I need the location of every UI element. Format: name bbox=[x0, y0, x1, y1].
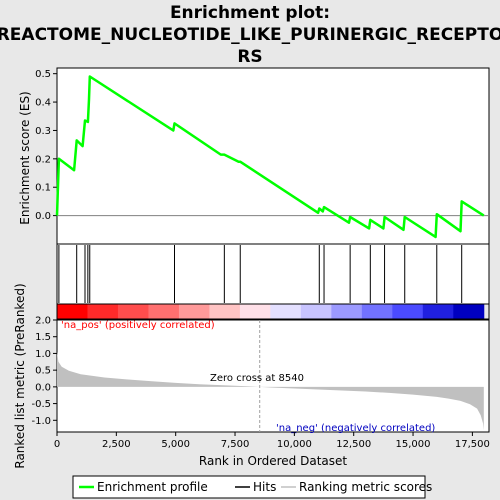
enrichment-profile-line bbox=[55, 75, 485, 239]
title-line-1: Enrichment plot: bbox=[170, 3, 330, 23]
x-tick-label: 2,500 bbox=[102, 439, 131, 450]
x-tick-label: 12,500 bbox=[336, 439, 371, 450]
color-bar-segment bbox=[453, 304, 485, 319]
metric-y-axis-label: Ranked list metric (PreRanked) bbox=[13, 283, 27, 468]
x-tick-label: 15,000 bbox=[396, 439, 431, 450]
color-bar-segment bbox=[239, 304, 271, 319]
color-bar-segment bbox=[148, 304, 180, 319]
color-bar-segment bbox=[331, 304, 363, 319]
color-bar-segment bbox=[361, 304, 393, 319]
es-y-tick-label: 0.5 bbox=[35, 69, 51, 80]
color-bar-segment bbox=[178, 304, 210, 319]
metric-y-tick-label: 0.0 bbox=[35, 382, 51, 393]
color-bar-segment bbox=[270, 304, 302, 319]
metric-y-tick-label: 1.5 bbox=[35, 332, 51, 343]
metric-panel-background bbox=[56, 319, 490, 433]
legend-profile-label: Enrichment profile bbox=[97, 480, 208, 494]
es-y-tick-label: 0.3 bbox=[35, 126, 51, 137]
metric-area-group bbox=[57, 320, 484, 432]
ranking-metric-area bbox=[57, 351, 484, 431]
legend-metric-label: Ranking metric scores bbox=[299, 480, 432, 494]
es-profile-group bbox=[55, 75, 489, 239]
metric-y-tick-label: 2.0 bbox=[35, 316, 51, 327]
zero-cross-label: Zero cross at 8540 bbox=[210, 373, 304, 384]
positive-correlation-label: 'na_pos' (positively correlated) bbox=[61, 320, 215, 331]
metric-y-tick-label: -0.5 bbox=[31, 399, 51, 410]
ranked-color-bar bbox=[56, 303, 490, 320]
es-y-tick-label: 0.1 bbox=[35, 183, 51, 194]
es-y-axis: 0.0 0.1 0.2 0.3 0.4 0.5 bbox=[35, 69, 57, 222]
es-y-tick-label: 0.2 bbox=[35, 154, 51, 165]
x-axis-label: Rank in Ordered Dataset bbox=[199, 454, 347, 468]
es-y-axis-label: Enrichment score (ES) bbox=[18, 91, 32, 224]
color-bar-segment bbox=[422, 304, 454, 319]
es-y-tick-label: 0.0 bbox=[35, 211, 51, 222]
x-tick-label: 5,000 bbox=[161, 439, 190, 450]
color-bar-segment bbox=[57, 304, 88, 319]
x-tick-label: 17,500 bbox=[455, 439, 490, 450]
metric-y-tick-label: 1.0 bbox=[35, 349, 51, 360]
color-bar-segment bbox=[300, 304, 332, 319]
title-line-2: REACTOME_NUCLEOTIDE_LIKE_PURINERGIC_RECE… bbox=[0, 25, 500, 45]
title-line-3: RS bbox=[237, 47, 262, 67]
color-bar-segment bbox=[87, 304, 119, 319]
color-bar-border bbox=[56, 303, 490, 320]
color-bar-segment bbox=[117, 304, 149, 319]
x-tick-label: 7,500 bbox=[221, 439, 250, 450]
legend-hits-label: Hits bbox=[253, 480, 276, 494]
color-bar-segment bbox=[392, 304, 424, 319]
hits-panel-background bbox=[56, 243, 490, 305]
metric-y-axis: 2.0 1.5 1.0 0.5 0.0 -0.5 -1.0 bbox=[31, 316, 57, 427]
x-tick-label: 10,000 bbox=[277, 439, 312, 450]
x-axis: 0 2,500 5,000 7,500 10,000 12,500 15,000 17,500 bbox=[54, 432, 490, 450]
negative-correlation-label: 'na_neg' (negatively correlated) bbox=[276, 423, 435, 434]
color-bar-segment bbox=[209, 304, 241, 319]
metric-y-tick-label: -1.0 bbox=[31, 416, 51, 427]
metric-y-tick-label: 0.5 bbox=[35, 366, 51, 377]
x-tick-label: 0 bbox=[54, 439, 60, 450]
es-panel-background bbox=[56, 67, 490, 245]
es-y-tick-label: 0.4 bbox=[35, 98, 51, 109]
hits-group bbox=[58, 245, 463, 303]
